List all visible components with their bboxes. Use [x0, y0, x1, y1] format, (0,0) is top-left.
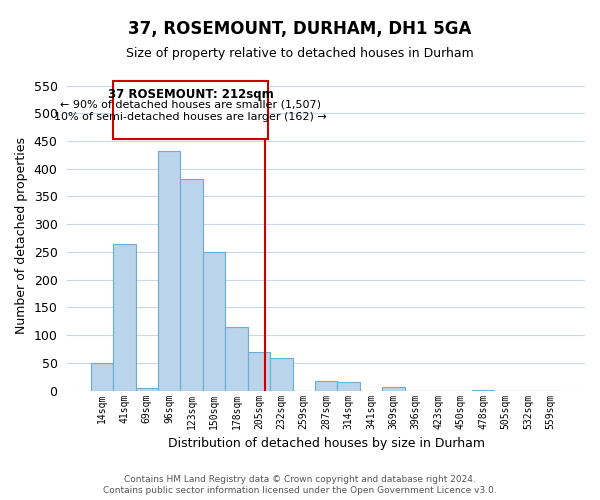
Text: ← 90% of detached houses are smaller (1,507): ← 90% of detached houses are smaller (1,… — [60, 100, 321, 110]
Y-axis label: Number of detached properties: Number of detached properties — [15, 137, 28, 334]
Bar — [225, 327, 248, 390]
Bar — [203, 252, 225, 390]
Text: 37, ROSEMOUNT, DURHAM, DH1 5GA: 37, ROSEMOUNT, DURHAM, DH1 5GA — [128, 20, 472, 38]
Text: Size of property relative to detached houses in Durham: Size of property relative to detached ho… — [126, 48, 474, 60]
Bar — [91, 363, 113, 390]
Bar — [337, 382, 360, 390]
Text: Contains HM Land Registry data © Crown copyright and database right 2024.: Contains HM Land Registry data © Crown c… — [124, 475, 476, 484]
Bar — [270, 358, 293, 390]
Bar — [181, 178, 203, 390]
Bar — [248, 352, 270, 391]
Bar — [315, 380, 337, 390]
Bar — [382, 388, 404, 390]
FancyBboxPatch shape — [113, 81, 268, 140]
Bar — [158, 151, 181, 390]
Text: 37 ROSEMOUNT: 212sqm: 37 ROSEMOUNT: 212sqm — [107, 88, 274, 101]
Text: 10% of semi-detached houses are larger (162) →: 10% of semi-detached houses are larger (… — [54, 112, 327, 122]
Bar — [113, 244, 136, 390]
X-axis label: Distribution of detached houses by size in Durham: Distribution of detached houses by size … — [167, 437, 485, 450]
Bar — [136, 388, 158, 390]
Text: Contains public sector information licensed under the Open Government Licence v3: Contains public sector information licen… — [103, 486, 497, 495]
